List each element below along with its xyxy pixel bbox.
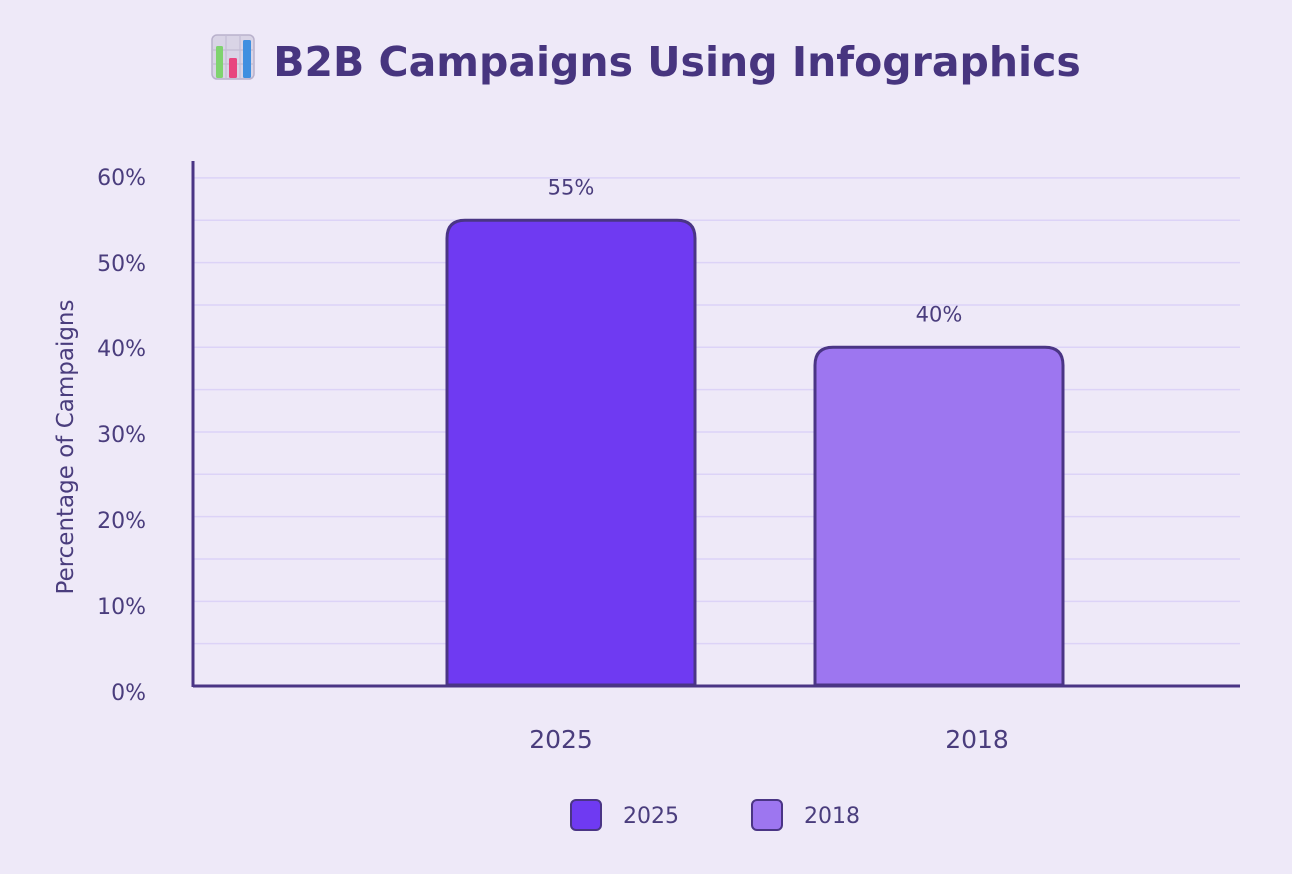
y-tick-label: 10% [97,595,146,620]
y-tick-labels: 0% 10% 20% 30% 40% 50% 60% [97,166,146,706]
y-tick-label: 50% [97,252,146,277]
legend: 2025 2018 [570,799,860,831]
bar-chart-emoji-icon [211,34,255,90]
bar-2018 [813,345,1065,687]
legend-label-2018: 2018 [804,804,860,829]
legend-swatch-2025 [570,799,602,831]
y-tick-label: 40% [97,337,146,362]
legend-label-2025: 2025 [623,804,679,829]
bars [445,218,1065,687]
bar-2025 [445,218,697,687]
x-tick-label-2025: 2025 [529,725,593,754]
x-tick-label-2018: 2018 [945,725,1009,754]
legend-swatch-2018 [751,799,783,831]
data-labels: 55% 40% [548,175,963,326]
y-tick-label: 20% [97,509,146,534]
grid-lines [193,177,1240,645]
y-axis-title: Percentage of Campaigns [53,300,79,595]
category-labels: 2025 2018 [529,725,1009,754]
chart-title: B2B Campaigns Using Infographics [273,38,1081,86]
data-label-2025: 55% [548,175,595,199]
y-tick-label: 0% [111,681,146,706]
chart-title-row: B2B Campaigns Using Infographics [0,34,1292,90]
y-tick-label: 60% [97,166,146,191]
data-label-2018: 40% [916,302,963,326]
y-tick-label: 30% [97,423,146,448]
axes [191,161,1240,688]
